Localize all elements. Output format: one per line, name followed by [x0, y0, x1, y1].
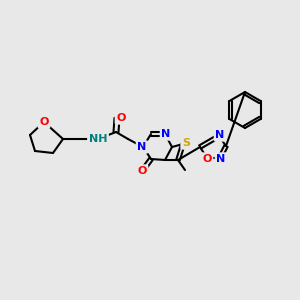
Text: O: O — [137, 166, 147, 176]
Text: NH: NH — [89, 134, 107, 144]
Text: O: O — [39, 117, 49, 127]
Text: O: O — [116, 113, 126, 123]
Text: N: N — [215, 130, 225, 140]
Text: N: N — [137, 142, 147, 152]
Text: N: N — [161, 129, 171, 139]
Text: N: N — [216, 154, 226, 164]
Text: O: O — [202, 154, 212, 164]
Text: S: S — [182, 138, 190, 148]
